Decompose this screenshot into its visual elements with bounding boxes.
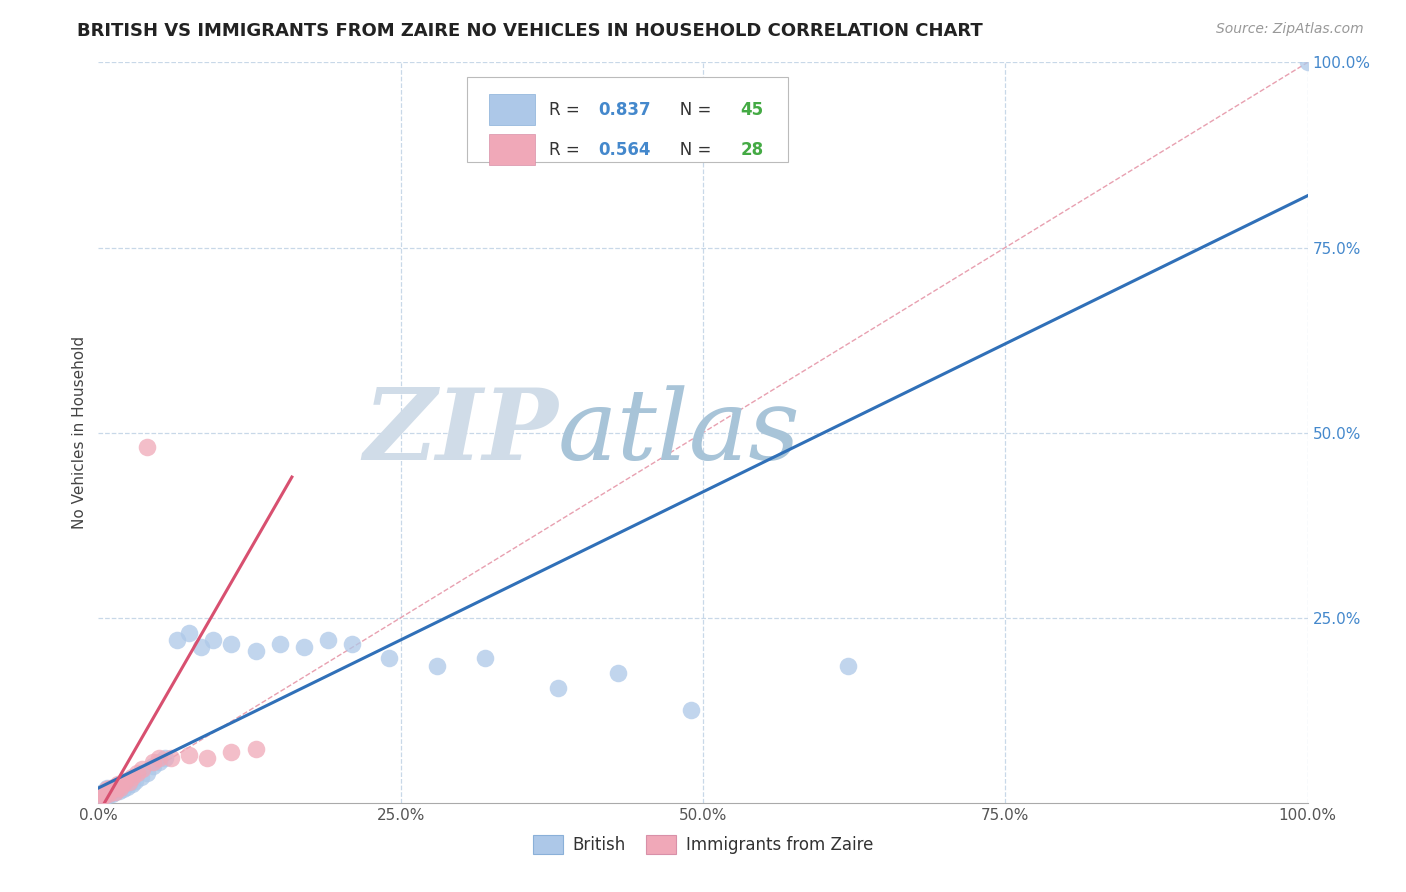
Text: N =: N = bbox=[664, 141, 717, 159]
Point bbox=[96, 780, 118, 795]
Point bbox=[108, 780, 131, 795]
Point bbox=[679, 703, 702, 717]
Point bbox=[195, 751, 218, 765]
Point bbox=[316, 632, 339, 647]
Text: 0.564: 0.564 bbox=[598, 141, 651, 159]
Point bbox=[202, 632, 225, 647]
Point bbox=[245, 644, 267, 658]
Point bbox=[179, 747, 201, 762]
Point bbox=[96, 782, 118, 797]
FancyBboxPatch shape bbox=[467, 78, 787, 162]
Point bbox=[91, 787, 114, 801]
Point bbox=[245, 742, 267, 756]
Text: R =: R = bbox=[550, 141, 585, 159]
Point bbox=[104, 785, 127, 799]
Point bbox=[837, 658, 859, 673]
Point bbox=[103, 780, 125, 794]
Point bbox=[114, 773, 136, 788]
Point bbox=[107, 780, 129, 794]
Point bbox=[121, 777, 143, 791]
Text: R =: R = bbox=[550, 101, 585, 119]
Text: 45: 45 bbox=[741, 101, 763, 119]
Point bbox=[101, 782, 124, 797]
Point bbox=[94, 787, 117, 801]
Point bbox=[148, 751, 170, 765]
Text: Source: ZipAtlas.com: Source: ZipAtlas.com bbox=[1216, 22, 1364, 37]
Point bbox=[221, 746, 243, 760]
Point bbox=[114, 777, 136, 791]
Point bbox=[105, 782, 128, 797]
Point bbox=[135, 766, 157, 780]
Point bbox=[131, 763, 153, 777]
Point bbox=[111, 777, 134, 791]
Point bbox=[98, 784, 121, 798]
Point bbox=[101, 784, 124, 798]
Text: N =: N = bbox=[664, 101, 717, 119]
Point bbox=[117, 780, 139, 794]
Point bbox=[91, 785, 114, 799]
Point bbox=[104, 785, 127, 799]
Point bbox=[292, 640, 315, 655]
Point bbox=[135, 441, 157, 455]
Point bbox=[103, 780, 125, 795]
Legend: British, Immigrants from Zaire: British, Immigrants from Zaire bbox=[526, 829, 880, 861]
Point bbox=[111, 782, 134, 797]
Point bbox=[121, 770, 143, 784]
Point bbox=[107, 777, 129, 791]
Point bbox=[221, 637, 243, 651]
Text: ZIP: ZIP bbox=[363, 384, 558, 481]
Point bbox=[607, 666, 630, 681]
Text: atlas: atlas bbox=[558, 385, 800, 480]
Point bbox=[100, 787, 122, 801]
Point bbox=[153, 751, 176, 765]
Point bbox=[97, 787, 120, 801]
FancyBboxPatch shape bbox=[489, 134, 534, 165]
FancyBboxPatch shape bbox=[489, 94, 534, 125]
Point bbox=[129, 770, 152, 784]
Point bbox=[108, 780, 131, 795]
Point bbox=[93, 789, 115, 804]
Point bbox=[474, 651, 496, 665]
Point bbox=[100, 782, 122, 797]
Point bbox=[105, 780, 128, 795]
Point bbox=[118, 775, 141, 789]
Text: BRITISH VS IMMIGRANTS FROM ZAIRE NO VEHICLES IN HOUSEHOLD CORRELATION CHART: BRITISH VS IMMIGRANTS FROM ZAIRE NO VEHI… bbox=[77, 22, 983, 40]
Point bbox=[426, 658, 449, 673]
Point bbox=[377, 651, 399, 665]
Y-axis label: No Vehicles in Household: No Vehicles in Household bbox=[72, 336, 87, 529]
Point bbox=[94, 785, 117, 799]
Point bbox=[91, 789, 114, 804]
Point bbox=[118, 775, 141, 789]
Point bbox=[179, 625, 201, 640]
Point bbox=[160, 751, 183, 765]
Point bbox=[547, 681, 569, 695]
Point bbox=[142, 758, 165, 772]
Point bbox=[269, 637, 291, 651]
Text: 28: 28 bbox=[741, 141, 763, 159]
Text: 0.837: 0.837 bbox=[598, 101, 651, 119]
Point bbox=[148, 755, 170, 769]
Point bbox=[100, 780, 122, 795]
Point bbox=[91, 789, 114, 803]
Point bbox=[124, 773, 146, 788]
Point bbox=[190, 640, 212, 655]
Point bbox=[342, 637, 364, 651]
Point bbox=[93, 789, 115, 803]
Point bbox=[1296, 55, 1319, 70]
Point bbox=[97, 789, 120, 803]
Point bbox=[98, 785, 121, 799]
Point bbox=[166, 632, 188, 647]
Point bbox=[127, 766, 149, 780]
Point bbox=[108, 784, 131, 798]
Point bbox=[142, 755, 165, 769]
